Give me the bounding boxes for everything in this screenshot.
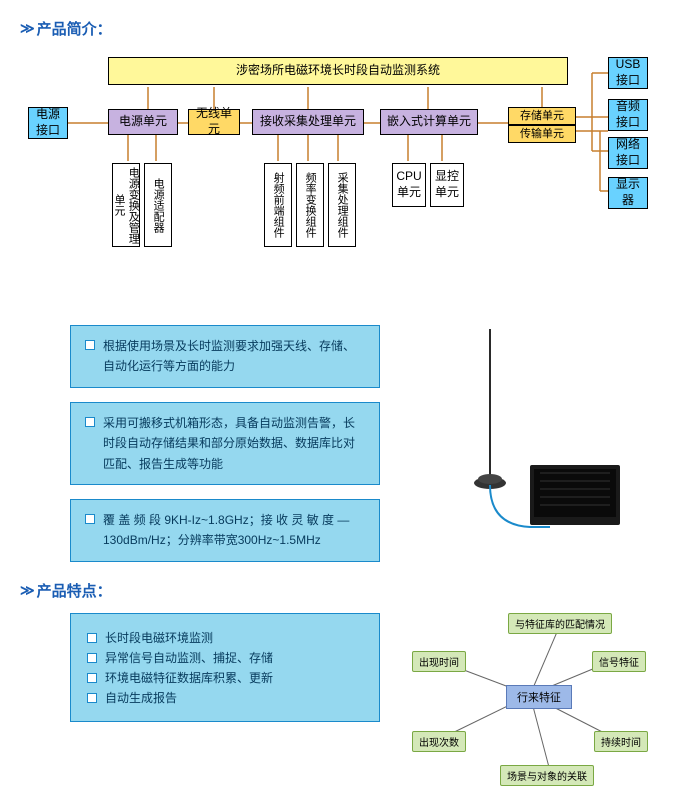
bullet-icon xyxy=(85,340,95,350)
feature-box-1: 采用可搬移式机箱形态，具备自动监测告警，长时段自动存储结果和部分原始数据、数据库… xyxy=(70,402,380,485)
network-node-4: 出现次数 xyxy=(412,731,466,752)
feature-item-3: 自动生成报告 xyxy=(105,689,177,706)
usb-box: USB 接口 xyxy=(608,57,648,89)
feature-item-0: 长时段电磁环境监测 xyxy=(105,629,213,646)
product-photo xyxy=(400,325,630,560)
bullet-icon xyxy=(85,417,95,427)
feature-text-1: 采用可搬移式机箱形态，具备自动监测告警，长时段自动存储结果和部分原始数据、数据库… xyxy=(103,413,365,474)
chevron-icon: ≫ xyxy=(20,20,31,37)
bullet-icon xyxy=(87,633,97,643)
section-features-title: 产品特点： xyxy=(37,580,112,601)
power-conv-box: 电源变换及管理单元 xyxy=(112,163,140,247)
features-list-box: 长时段电磁环境监测 异常信号自动监测、捕捉、存储 环境电磁特征数据库积累、更新 … xyxy=(70,613,380,722)
power-adapt-box: 电源适配器 xyxy=(144,163,172,247)
power-unit-box: 电源单元 xyxy=(108,109,178,135)
network-node-5: 出现时间 xyxy=(412,651,466,672)
diagram-title-box: 涉密场所电磁环境长时段自动监测系统 xyxy=(108,57,568,85)
feature-box-2: 覆 盖 频 段 9KH-Iz~1.8GHz；接 收 灵 敏 度 — 130dBm… xyxy=(70,499,380,562)
section-features-head: ≫ 产品特点： xyxy=(20,580,676,601)
section-intro-head: ≫ 产品简介： xyxy=(20,18,676,39)
dispctrl-box: 显控 单元 xyxy=(430,163,464,207)
network-diagram: 行来特征 与特征库的匹配情况 信号特征 持续时间 场景与对象的关联 出现次数 出… xyxy=(400,613,660,783)
cpu-box: CPU 单元 xyxy=(392,163,426,207)
storage-unit-box: 存储单元 xyxy=(508,107,576,125)
collect-box: 采集处理组件 xyxy=(328,163,356,247)
network-node-1: 信号特征 xyxy=(592,651,646,672)
embed-unit-box: 嵌入式计算单元 xyxy=(380,109,478,135)
display-box: 显示 器 xyxy=(608,177,648,209)
section-intro-title: 产品简介： xyxy=(37,18,112,39)
network-node-0: 与特征库的匹配情况 xyxy=(508,613,612,634)
bullet-icon xyxy=(87,693,97,703)
feature-box-0: 根据使用场景及长时监测要求加强天线、存储、自动化运行等方面的能力 xyxy=(70,325,380,388)
bullet-icon xyxy=(85,514,95,524)
power-port-box: 电源 接口 xyxy=(28,107,68,139)
feature-item-2: 环境电磁特征数据库积累、更新 xyxy=(105,669,273,686)
bullet-icon xyxy=(87,673,97,683)
trans-unit-box: 传输单元 xyxy=(508,125,576,143)
feature-text-0: 根据使用场景及长时监测要求加强天线、存储、自动化运行等方面的能力 xyxy=(103,336,365,377)
network-node-2: 持续时间 xyxy=(594,731,648,752)
audio-box: 音频 接口 xyxy=(608,99,648,131)
recv-unit-box: 接收采集处理单元 xyxy=(252,109,364,135)
network-center: 行来特征 xyxy=(506,685,572,709)
feature-text-2: 覆 盖 频 段 9KH-Iz~1.8GHz；接 收 灵 敏 度 — 130dBm… xyxy=(103,510,365,551)
feature-item-1: 异常信号自动监测、捕捉、存储 xyxy=(105,649,273,666)
bullet-icon xyxy=(87,653,97,663)
block-diagram: 涉密场所电磁环境长时段自动监测系统 电源 接口 电源单元 无线单元 接收采集处理… xyxy=(28,51,668,275)
chevron-icon: ≫ xyxy=(20,582,31,599)
network-node-3: 场景与对象的关联 xyxy=(500,765,594,786)
rf-front-box: 射频前端组件 xyxy=(264,163,292,247)
freq-conv-box: 频率变换组件 xyxy=(296,163,324,247)
wireless-unit-box: 无线单元 xyxy=(188,109,240,135)
net-box: 网络 接口 xyxy=(608,137,648,169)
